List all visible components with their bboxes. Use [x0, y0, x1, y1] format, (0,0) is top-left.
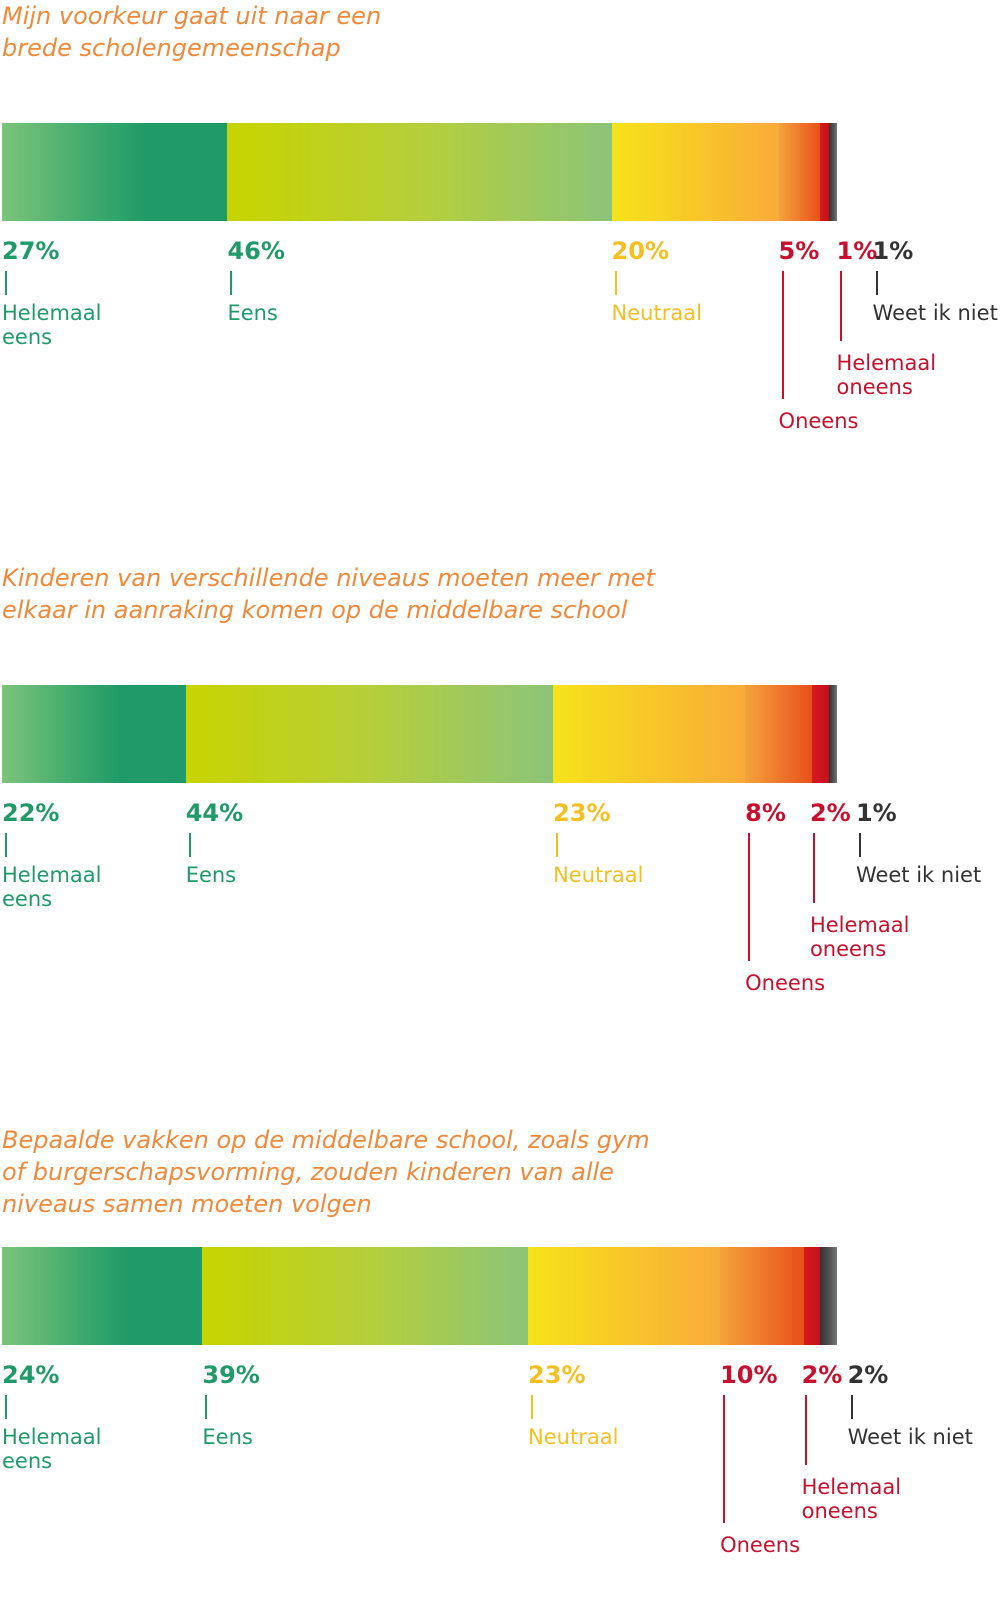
leader-line-eens — [230, 271, 233, 295]
chart-2: Kinderen van verschillende niveaus moete… — [0, 562, 1000, 1042]
category-label-oneens: Oneens — [778, 409, 859, 433]
value-label-eens: 39% — [202, 1361, 260, 1389]
leader-line-neutraal — [531, 1395, 534, 1419]
leader-line-helemaal-oneens — [812, 833, 815, 903]
category-label-helemaal-eens: Helemaal eens — [2, 863, 102, 911]
value-label-eens: 46% — [227, 237, 285, 265]
leader-line-oneens — [781, 271, 784, 399]
value-label-helemaal-eens: 27% — [2, 237, 60, 265]
category-label-weet-ik-niet: Weet ik niet — [855, 863, 982, 887]
value-label-helemaal-eens: 22% — [2, 799, 60, 827]
chart-1: Mijn voorkeur gaat uit naar een brede sc… — [0, 0, 1000, 480]
value-label-weet-ik-niet: 1% — [872, 237, 914, 265]
value-label-weet-ik-niet: 2% — [847, 1361, 889, 1389]
bar-segment-weet-ik-niet — [820, 1247, 837, 1345]
leader-line-neutraal — [556, 833, 559, 857]
bar-segment-oneens — [745, 685, 812, 783]
value-label-helemaal-eens: 24% — [2, 1361, 60, 1389]
bar-segment-helemaal-oneens — [811, 685, 829, 783]
leader-line-neutraal — [614, 271, 617, 295]
stacked-bar — [2, 685, 837, 783]
bar-segment-weet-ik-niet — [828, 685, 837, 783]
value-label-oneens: 5% — [778, 237, 820, 265]
leader-line-helemaal-eens — [5, 833, 7, 857]
bar-segment-helemaal-eens — [2, 685, 186, 783]
value-label-helemaal-oneens: 1% — [836, 237, 878, 265]
bar-segment-neutraal — [553, 685, 746, 783]
stacked-bar — [2, 1247, 837, 1345]
stacked-bar — [2, 123, 837, 221]
category-label-eens: Eens — [227, 301, 278, 325]
leader-line-weet-ik-niet — [858, 833, 861, 857]
value-label-helemaal-oneens: 2% — [809, 799, 851, 827]
leader-line-helemaal-eens — [5, 1395, 7, 1419]
leader-line-weet-ik-niet — [850, 1395, 853, 1419]
bar-segment-eens — [202, 1247, 529, 1345]
leader-line-eens — [188, 833, 191, 857]
category-label-weet-ik-niet: Weet ik niet — [872, 301, 998, 325]
category-label-helemaal-oneens: Helemaal oneens — [801, 1475, 902, 1523]
value-label-neutraal: 23% — [553, 799, 611, 827]
leader-line-oneens — [748, 833, 751, 961]
category-label-helemaal-oneens: Helemaal oneens — [809, 913, 910, 961]
category-label-neutraal: Neutraal — [528, 1425, 619, 1449]
bar-segment-neutraal — [528, 1247, 721, 1345]
bar-segment-helemaal-oneens — [803, 1247, 821, 1345]
leader-line-helemaal-oneens — [839, 271, 842, 341]
category-label-oneens: Oneens — [745, 971, 826, 995]
bar-segment-helemaal-oneens — [820, 123, 829, 221]
leader-line-oneens — [723, 1395, 726, 1523]
chart-title: Kinderen van verschillende niveaus moete… — [2, 564, 655, 624]
value-label-oneens: 10% — [720, 1361, 778, 1389]
chart-title: Mijn voorkeur gaat uit naar een brede sc… — [2, 2, 382, 62]
bar-segment-neutraal — [611, 123, 779, 221]
chart-3: Bepaalde vakken op de middelbare school,… — [0, 1124, 1000, 1604]
leader-line-helemaal-eens — [5, 271, 7, 295]
bar-segment-weet-ik-niet — [828, 123, 837, 221]
bar-segment-oneens — [720, 1247, 804, 1345]
value-label-neutraal: 23% — [528, 1361, 586, 1389]
chart-title: Bepaalde vakken op de middelbare school,… — [2, 1126, 650, 1218]
bar-segment-eens — [227, 123, 612, 221]
value-label-weet-ik-niet: 1% — [855, 799, 897, 827]
leader-line-helemaal-oneens — [804, 1395, 807, 1465]
bar-segment-helemaal-eens — [2, 123, 228, 221]
category-label-eens: Eens — [202, 1425, 253, 1449]
category-label-helemaal-eens: Helemaal eens — [2, 1425, 102, 1473]
category-label-neutraal: Neutraal — [553, 863, 644, 887]
category-label-oneens: Oneens — [720, 1533, 801, 1557]
category-label-eens: Eens — [185, 863, 237, 887]
leader-line-weet-ik-niet — [875, 271, 878, 295]
leader-line-eens — [205, 1395, 208, 1419]
value-label-helemaal-oneens: 2% — [801, 1361, 843, 1389]
category-label-neutraal: Neutraal — [611, 301, 702, 325]
bar-segment-eens — [185, 685, 554, 783]
bar-segment-helemaal-eens — [2, 1247, 203, 1345]
value-label-eens: 44% — [185, 799, 244, 827]
category-label-helemaal-oneens: Helemaal oneens — [836, 351, 937, 399]
value-label-oneens: 8% — [745, 799, 786, 827]
bar-segment-oneens — [778, 123, 821, 221]
value-label-neutraal: 20% — [611, 237, 669, 265]
category-label-weet-ik-niet: Weet ik niet — [847, 1425, 973, 1449]
category-label-helemaal-eens: Helemaal eens — [2, 301, 102, 349]
